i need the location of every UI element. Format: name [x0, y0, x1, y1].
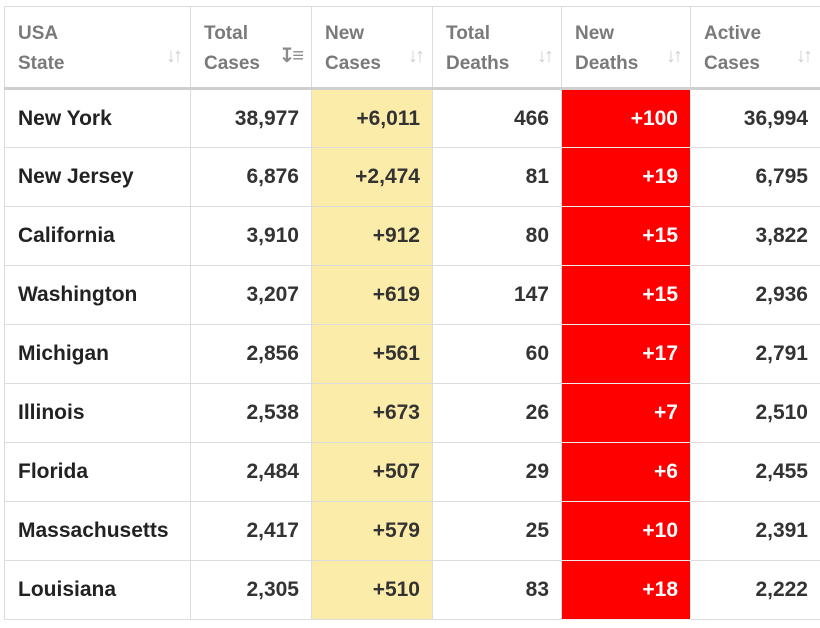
- header-label-line2: Deaths: [575, 53, 639, 74]
- state-cell[interactable]: Massachusetts: [4, 501, 191, 561]
- active-cases-cell: 3,822: [690, 206, 820, 266]
- active-cases-cell: 36,994: [690, 88, 820, 148]
- total-cases-cell: 2,305: [190, 560, 312, 620]
- state-cell[interactable]: Florida: [4, 442, 191, 502]
- table-row: Florida 2,484 +507 29 +6 2,455: [4, 442, 820, 502]
- new-cases-cell: +2,474: [311, 147, 433, 207]
- new-deaths-cell: +17: [561, 324, 691, 384]
- sort-descending-icon[interactable]: ↧≡: [278, 45, 304, 67]
- new-deaths-cell: +7: [561, 383, 691, 443]
- total-cases-cell: 6,876: [190, 147, 312, 207]
- new-cases-cell: +6,011: [311, 88, 433, 148]
- header-total-cases[interactable]: Total Cases ↧≡: [190, 6, 312, 90]
- total-deaths-cell: 80: [432, 206, 562, 266]
- new-deaths-cell: +18: [561, 560, 691, 620]
- covid-cases-table: USA State ↓↑ Total Cases ↧≡ New Cases ↓↑ Total Dea…: [4, 6, 820, 620]
- new-cases-cell: +619: [311, 265, 433, 325]
- covid-cases-table-container: USA State ↓↑ Total Cases ↧≡ New Cases ↓↑ Total Dea…: [4, 6, 820, 620]
- header-new-deaths[interactable]: New Deaths ↓↑: [561, 6, 691, 90]
- state-cell[interactable]: New York: [4, 88, 191, 148]
- sort-neutral-icon[interactable]: ↓↑: [796, 45, 813, 67]
- sort-neutral-icon[interactable]: ↓↑: [537, 45, 554, 67]
- state-cell[interactable]: Washington: [4, 265, 191, 325]
- header-label-line2: Cases: [704, 53, 760, 74]
- state-cell[interactable]: Michigan: [4, 324, 191, 384]
- header-label-line2: Cases: [325, 53, 381, 74]
- new-cases-cell: +579: [311, 501, 433, 561]
- header-active-cases[interactable]: Active Cases ↓↑: [690, 6, 820, 90]
- active-cases-cell: 2,391: [690, 501, 820, 561]
- header-label-line1: USA: [18, 23, 59, 44]
- header-total-deaths[interactable]: Total Deaths ↓↑: [432, 6, 562, 90]
- total-deaths-cell: 26: [432, 383, 562, 443]
- header-label-line1: Active: [704, 23, 762, 44]
- new-deaths-cell: +100: [561, 88, 691, 148]
- table-row: New York 38,977 +6,011 466 +100 36,994: [4, 88, 820, 148]
- total-deaths-cell: 466: [432, 88, 562, 148]
- total-deaths-cell: 60: [432, 324, 562, 384]
- total-cases-cell: 2,417: [190, 501, 312, 561]
- total-deaths-cell: 83: [432, 560, 562, 620]
- active-cases-cell: 2,936: [690, 265, 820, 325]
- table-row: New Jersey 6,876 +2,474 81 +19 6,795: [4, 147, 820, 207]
- header-label-line1: New: [325, 23, 365, 44]
- header-label-line1: New: [575, 23, 615, 44]
- state-cell[interactable]: Illinois: [4, 383, 191, 443]
- total-deaths-cell: 29: [432, 442, 562, 502]
- total-cases-cell: 2,484: [190, 442, 312, 502]
- total-cases-cell: 38,977: [190, 88, 312, 148]
- sort-neutral-icon[interactable]: ↓↑: [666, 45, 683, 67]
- active-cases-cell: 2,455: [690, 442, 820, 502]
- table-body: New York 38,977 +6,011 466 +100 36,994 New Jer…: [4, 88, 820, 620]
- state-cell[interactable]: Louisiana: [4, 560, 191, 620]
- sort-neutral-icon[interactable]: ↓↑: [408, 45, 425, 67]
- table-row: Illinois 2,538 +673 26 +7 2,510: [4, 383, 820, 443]
- header-usa-state[interactable]: USA State ↓↑: [4, 6, 191, 90]
- new-cases-cell: +561: [311, 324, 433, 384]
- total-deaths-cell: 147: [432, 265, 562, 325]
- new-cases-cell: +673: [311, 383, 433, 443]
- table-row: Louisiana 2,305 +510 83 +18 2,222: [4, 560, 820, 620]
- table-row: Massachusetts 2,417 +579 25 +10 2,391: [4, 501, 820, 561]
- header-new-cases[interactable]: New Cases ↓↑: [311, 6, 433, 90]
- total-deaths-cell: 25: [432, 501, 562, 561]
- table-row: Washington 3,207 +619 147 +15 2,936: [4, 265, 820, 325]
- new-deaths-cell: +19: [561, 147, 691, 207]
- header-label-line2: Deaths: [446, 53, 510, 74]
- new-cases-cell: +507: [311, 442, 433, 502]
- header-label-line1: Total: [204, 23, 248, 44]
- new-deaths-cell: +10: [561, 501, 691, 561]
- sort-neutral-icon[interactable]: ↓↑: [166, 45, 183, 67]
- total-deaths-cell: 81: [432, 147, 562, 207]
- active-cases-cell: 2,222: [690, 560, 820, 620]
- new-deaths-cell: +15: [561, 206, 691, 266]
- active-cases-cell: 2,510: [690, 383, 820, 443]
- header-label-line1: Total: [446, 23, 490, 44]
- state-cell[interactable]: New Jersey: [4, 147, 191, 207]
- new-deaths-cell: +6: [561, 442, 691, 502]
- header-label-line2: State: [18, 53, 65, 74]
- active-cases-cell: 2,791: [690, 324, 820, 384]
- total-cases-cell: 3,910: [190, 206, 312, 266]
- new-cases-cell: +510: [311, 560, 433, 620]
- table-row: Michigan 2,856 +561 60 +17 2,791: [4, 324, 820, 384]
- table-header-row: USA State ↓↑ Total Cases ↧≡ New Cases ↓↑ Total Dea…: [4, 6, 820, 90]
- new-deaths-cell: +15: [561, 265, 691, 325]
- table-row: California 3,910 +912 80 +15 3,822: [4, 206, 820, 266]
- total-cases-cell: 2,538: [190, 383, 312, 443]
- total-cases-cell: 3,207: [190, 265, 312, 325]
- header-label-line2: Cases: [204, 53, 260, 74]
- state-cell[interactable]: California: [4, 206, 191, 266]
- total-cases-cell: 2,856: [190, 324, 312, 384]
- new-cases-cell: +912: [311, 206, 433, 266]
- active-cases-cell: 6,795: [690, 147, 820, 207]
